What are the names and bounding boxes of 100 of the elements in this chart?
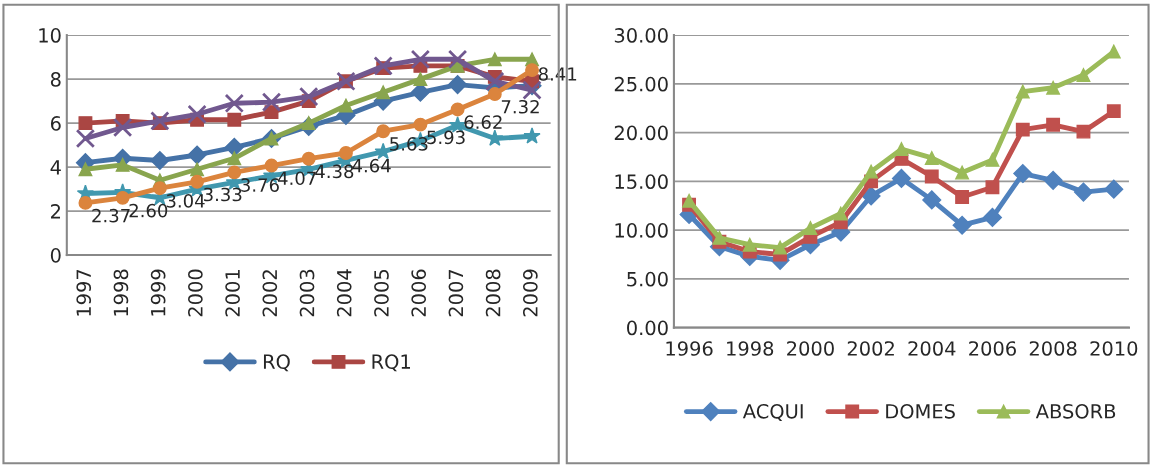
x-tick-label: 2000	[787, 341, 834, 356]
y-tick-label: 6	[50, 116, 61, 131]
point	[150, 150, 170, 171]
point	[339, 146, 353, 160]
point	[301, 151, 316, 166]
x-tick-label: 1998	[727, 341, 774, 356]
point	[682, 193, 697, 208]
point	[227, 112, 242, 127]
point	[78, 195, 93, 210]
point	[955, 190, 970, 204]
point	[1046, 117, 1061, 132]
x-tick-label: 2000	[188, 269, 203, 317]
point	[75, 128, 96, 149]
data-label: 4.38	[315, 164, 354, 179]
point	[1076, 68, 1091, 83]
y-tick-label: 15.00	[615, 174, 668, 190]
y-tick-label: 0	[50, 248, 61, 263]
point	[955, 165, 970, 180]
point	[803, 221, 818, 236]
data-label: 5.93	[427, 130, 465, 145]
point	[894, 142, 909, 157]
point	[115, 190, 130, 205]
point	[1015, 84, 1030, 99]
point	[1106, 104, 1121, 119]
data-label: 8.41	[538, 67, 577, 81]
y-tick-label: 4	[50, 160, 61, 175]
point	[78, 162, 93, 177]
x-tick-label: 2003	[299, 269, 315, 317]
point	[522, 80, 542, 100]
y-tick-label: 8	[50, 72, 61, 87]
point	[376, 124, 391, 139]
data-label: 3.76	[241, 178, 279, 192]
point	[190, 174, 205, 189]
point	[115, 157, 130, 172]
data-label: 3.33	[204, 187, 242, 202]
point	[227, 151, 242, 166]
point	[410, 49, 431, 70]
point	[150, 111, 170, 131]
point	[187, 104, 207, 125]
legend-label: ABSORB	[1035, 403, 1116, 419]
y-tick-label: 20.00	[614, 125, 668, 141]
x-tick-label: 1996	[666, 341, 713, 356]
point	[985, 152, 1000, 167]
point	[952, 215, 972, 235]
point	[864, 164, 879, 179]
x-tick-label: 1997	[76, 269, 92, 316]
x-tick-label: 2001	[225, 270, 240, 317]
data-label: 2.37	[92, 208, 130, 223]
point	[1104, 179, 1124, 199]
point	[112, 117, 133, 138]
point	[525, 63, 539, 78]
y-tick-label: 0.00	[627, 320, 668, 336]
point	[833, 206, 848, 221]
point	[413, 117, 428, 132]
point	[485, 71, 505, 92]
point	[487, 52, 502, 67]
y-tick-label: 10.00	[615, 223, 668, 238]
point	[261, 92, 282, 112]
y-tick-label: 10	[39, 28, 61, 43]
x-tick-label: 2008	[1029, 341, 1077, 356]
x-tick-label: 2008	[485, 269, 501, 317]
point	[187, 145, 207, 165]
x-tick-label: 2004	[908, 341, 956, 356]
point	[1043, 170, 1063, 190]
x-tick-label: 2010	[1090, 341, 1138, 356]
point	[861, 186, 881, 206]
data-label: 2.60	[129, 203, 168, 218]
point	[742, 237, 757, 252]
point	[891, 168, 911, 188]
x-tick-label: 2002	[847, 341, 894, 356]
point	[227, 165, 242, 180]
point	[773, 240, 788, 255]
point	[1106, 44, 1121, 59]
point	[922, 190, 942, 210]
point	[1076, 124, 1091, 139]
point	[450, 102, 465, 117]
point	[924, 169, 939, 184]
y-tick-label: 5.00	[627, 271, 668, 287]
point	[523, 127, 541, 144]
x-tick-label: 2004	[336, 269, 352, 317]
point	[264, 158, 279, 173]
point	[190, 162, 205, 177]
point	[339, 98, 353, 113]
x-tick-label: 1998	[113, 269, 129, 316]
legend-label: RQ	[263, 354, 290, 372]
y-tick-label: 2	[51, 204, 61, 219]
point	[712, 230, 727, 245]
y-tick-label: 25.00	[614, 76, 668, 92]
point	[224, 137, 244, 157]
point	[487, 87, 502, 101]
point	[1046, 80, 1061, 95]
data-label: 3.04	[166, 194, 205, 208]
point	[447, 49, 468, 70]
point	[1073, 182, 1093, 202]
point	[373, 56, 393, 76]
x-tick-label: 2005	[374, 269, 389, 317]
point	[152, 181, 167, 196]
x-tick-label: 2002	[262, 270, 278, 317]
point	[985, 180, 1000, 195]
x-tick-label: 2006	[411, 269, 427, 317]
